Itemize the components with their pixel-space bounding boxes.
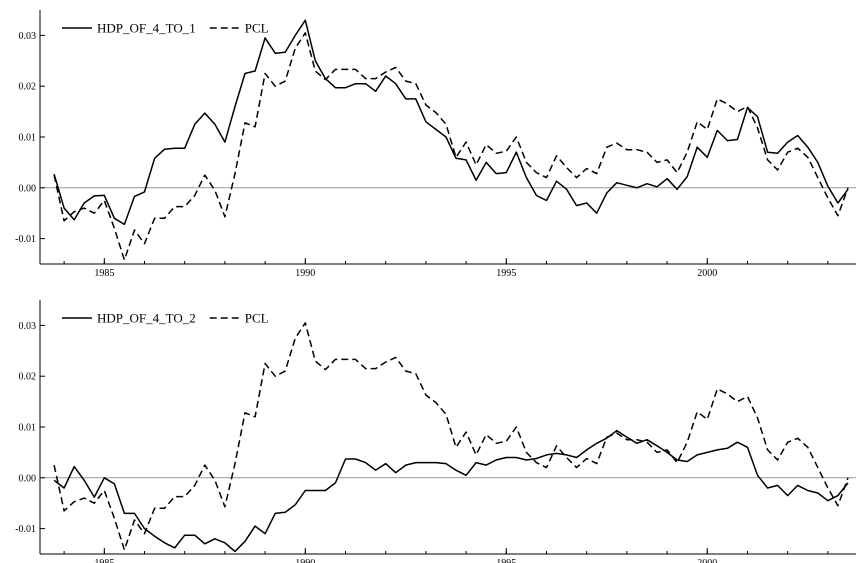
x-tick-label: 1990 bbox=[295, 268, 315, 279]
x-tick-label: 1995 bbox=[496, 268, 516, 279]
x-tick-label: 1985 bbox=[94, 268, 114, 279]
y-tick-label: -0.01 bbox=[15, 234, 36, 245]
series-line-pcl bbox=[53, 322, 849, 551]
x-tick-label: 1995 bbox=[496, 558, 516, 563]
series-line-hdp-of-4-to-2 bbox=[53, 429, 849, 553]
legend-label: PCL bbox=[245, 311, 269, 326]
x-tick-label: 1985 bbox=[94, 558, 114, 563]
y-tick-label: 0.00 bbox=[19, 183, 37, 194]
series-line-hdp-of-4-to-1 bbox=[53, 19, 849, 226]
x-tick-label: 2000 bbox=[697, 558, 717, 563]
y-tick-label: 0.03 bbox=[19, 321, 37, 332]
y-tick-label: 0.03 bbox=[19, 31, 37, 42]
legend-label: HDP_OF_4_TO_1 bbox=[97, 21, 196, 36]
series-line-pcl bbox=[53, 32, 849, 261]
chart-panel-top: 1985 1990 1995 2000 -0.01 0.00 0.01 0.02 0.03 HDP… bbox=[15, 10, 856, 279]
x-tick-label: 2000 bbox=[697, 268, 717, 279]
chart-panel-bottom: 1985 1990 1995 2000 -0.01 0.00 0.01 0.02 0.03 HDP… bbox=[15, 300, 856, 563]
legend-label: PCL bbox=[245, 21, 269, 36]
x-tick-label: 1990 bbox=[295, 558, 315, 563]
y-tick-label: 0.01 bbox=[19, 133, 37, 144]
y-tick-label: 0.01 bbox=[19, 423, 37, 434]
y-tick-label: 0.00 bbox=[19, 473, 37, 484]
legend-label: HDP_OF_4_TO_2 bbox=[97, 311, 196, 326]
y-tick-label: 0.02 bbox=[19, 372, 37, 383]
y-tick-label: -0.01 bbox=[15, 524, 36, 535]
y-tick-label: 0.02 bbox=[19, 82, 37, 93]
